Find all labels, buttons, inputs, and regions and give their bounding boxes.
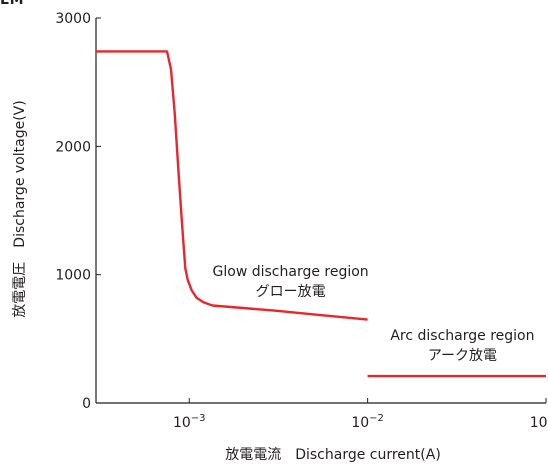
plot-frame	[95, 18, 546, 404]
y-tick-label: 0	[82, 396, 91, 412]
x-tick-label: 10−1	[530, 413, 548, 431]
y-tick-label: 1000	[55, 268, 91, 284]
corner-text: EM	[0, 0, 24, 8]
x-tick-label: 10−3	[173, 413, 206, 431]
annotation-1-line-1: Glow discharge region	[213, 264, 369, 280]
annotation-1-line-2: グロー放電	[256, 284, 326, 300]
annotation-layer: Glow discharge region グロー放電 Arc discharge …	[213, 264, 535, 364]
x-axis-label: 放電電流 Discharge current(A)	[225, 447, 441, 463]
y-axis-label: 放電電圧 Discharge voltage(V)	[12, 100, 28, 317]
y-tick-label: 3000	[55, 11, 91, 27]
annotation-2-line-2: アーク放電	[428, 348, 497, 364]
y-axis-ticks: 0 1000 2000 3000	[55, 11, 101, 412]
annotation-2-line-1: Arc discharge region	[390, 328, 534, 344]
x-tick-label: 10−2	[351, 413, 384, 431]
series-line-1	[96, 50, 368, 321]
y-tick-label: 2000	[55, 139, 91, 155]
series-layer	[96, 50, 546, 378]
